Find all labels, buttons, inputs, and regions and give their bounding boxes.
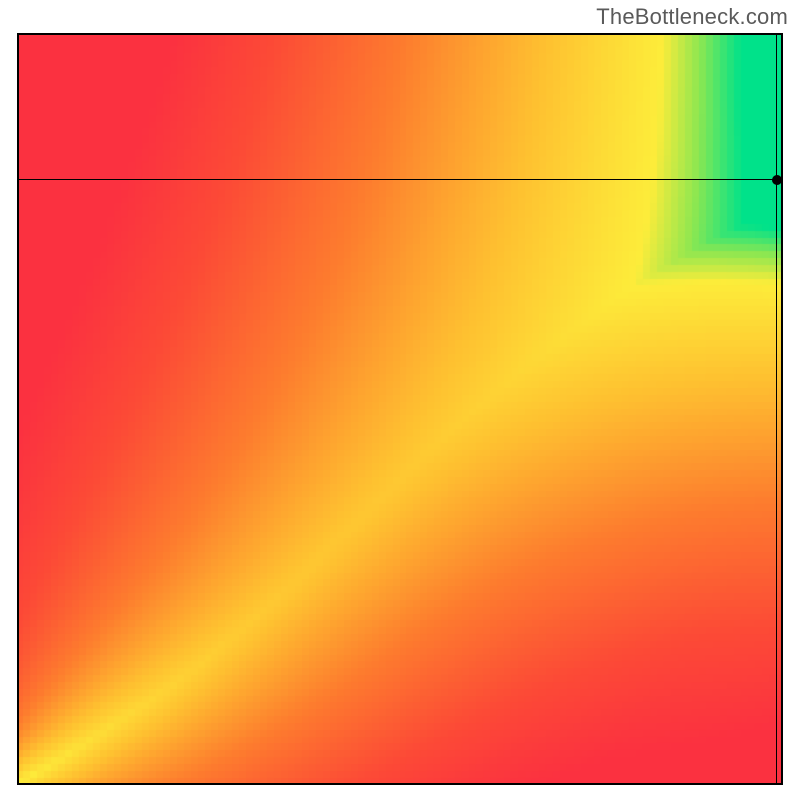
heatmap-plot — [17, 33, 783, 785]
watermark-text: TheBottleneck.com — [596, 4, 788, 30]
heatmap-canvas — [17, 33, 783, 785]
